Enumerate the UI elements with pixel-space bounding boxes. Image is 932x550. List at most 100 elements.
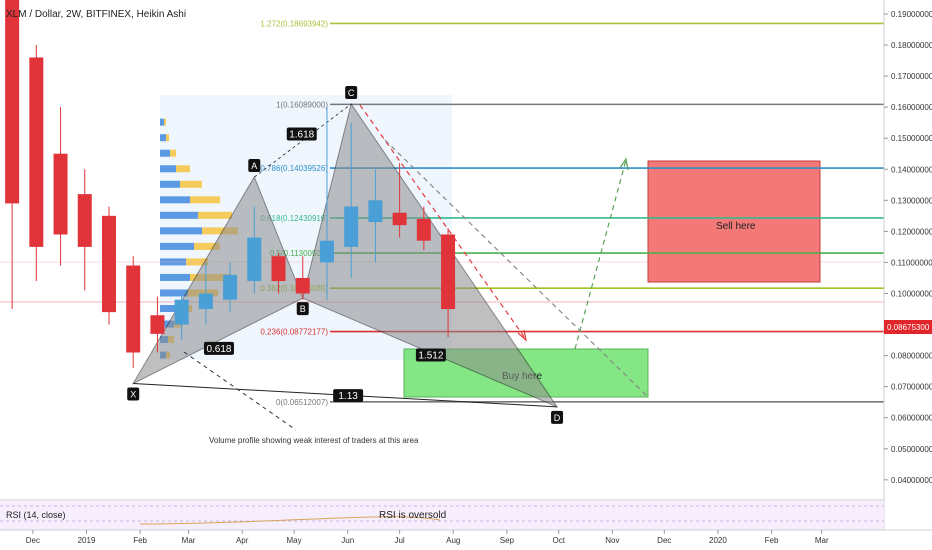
volume-bar-up xyxy=(160,196,190,204)
volume-bar-down xyxy=(180,180,202,188)
rsi-line xyxy=(139,516,441,525)
time-tick-label: 2020 xyxy=(709,536,727,545)
candle-body xyxy=(29,57,44,247)
volume-bar-up xyxy=(160,305,180,313)
volume-bar-up xyxy=(160,227,202,235)
volume-bar-down xyxy=(164,118,166,126)
candle-body xyxy=(174,299,189,325)
time-tick-label: Mar xyxy=(815,536,829,545)
sell-zone-label: Sell here xyxy=(716,221,756,232)
time-tick-label: Feb xyxy=(765,536,779,545)
time-axis[interactable] xyxy=(0,530,932,550)
last-price-label: 0.08675300 xyxy=(887,323,930,332)
arrow-head-icon xyxy=(619,157,629,171)
volume-bar-up xyxy=(160,273,190,281)
candle-body xyxy=(198,293,213,310)
arrow-head-icon xyxy=(517,329,527,342)
candle-body xyxy=(416,218,431,241)
time-tick-label: Jun xyxy=(341,536,354,545)
candle-body xyxy=(101,215,116,313)
candle-body xyxy=(319,240,334,263)
volume-bar-down xyxy=(202,227,238,235)
gray-projection-line xyxy=(384,139,649,398)
price-tick-label: 0.10000000 xyxy=(891,289,932,298)
pattern-point-labels: X A B C D xyxy=(127,86,564,424)
ratio-label: 1.13 xyxy=(338,391,358,402)
fib-level-label: 1(0.16089000) xyxy=(276,100,328,109)
time-tick-label: Dec xyxy=(657,536,671,545)
time-axis-ticks: Dec 2019 Feb Mar Apr May Jun Jul Aug Sep Oct Nov Dec… xyxy=(26,530,829,545)
volume-note: Volume profile showing weak interest of … xyxy=(209,436,419,445)
time-tick-label: Oct xyxy=(553,536,566,545)
price-tick-label: 0.12000000 xyxy=(891,227,932,236)
price-tick-label: 0.08000000 xyxy=(891,352,932,361)
time-tick-label: Jul xyxy=(394,536,404,545)
candle-body xyxy=(247,237,262,282)
candle-body xyxy=(368,200,383,223)
volume-bar-up xyxy=(160,118,164,126)
volume-bar-down xyxy=(176,165,190,173)
ratio-badge xyxy=(333,389,364,403)
time-tick-label: Mar xyxy=(182,536,196,545)
volume-bar-down xyxy=(194,242,220,250)
candle-body xyxy=(5,0,20,204)
candle-body xyxy=(223,274,238,300)
volume-bar-up xyxy=(160,180,180,188)
volume-bar-up xyxy=(160,211,198,219)
annotation-pointer xyxy=(183,351,297,431)
volume-bar-up xyxy=(160,289,188,297)
ratio-label: 0.618 xyxy=(206,344,231,355)
fib-level-label: 0(0.06512007) xyxy=(276,398,328,407)
point-badge xyxy=(248,159,261,173)
fib-level-label: 0.5(0.11300500) xyxy=(270,249,328,258)
point-label: C xyxy=(348,88,355,98)
symbol-label: XLM / Dollar, 2W, BITFINEX, Heikin Ashi xyxy=(6,9,186,20)
candle-body xyxy=(53,153,68,235)
candle-body xyxy=(441,234,456,310)
candle-body xyxy=(150,315,165,334)
fib-level-label: 0.236(0.08772177) xyxy=(260,328,328,337)
time-tick-label: Dec xyxy=(26,536,40,545)
time-tick-label: Nov xyxy=(605,536,619,545)
ratio-badge xyxy=(203,341,234,355)
last-price-marker xyxy=(884,320,932,334)
candle-body xyxy=(271,256,286,282)
price-tick-label: 0.19000000 xyxy=(891,10,932,19)
volume-bar-up xyxy=(160,134,166,142)
rsi-label: RSI (14, close) xyxy=(6,510,66,520)
fib-level-label: 1.272(0.18693942) xyxy=(260,19,328,28)
pattern-triangle-xab[interactable] xyxy=(131,175,304,385)
candle-body xyxy=(344,206,359,247)
price-tick-label: 0.11000000 xyxy=(891,258,932,267)
price-tick-label: 0.15000000 xyxy=(891,134,932,143)
volume-bar-up xyxy=(160,149,170,157)
time-tick-label: Feb xyxy=(133,536,147,545)
point-label: B xyxy=(300,304,306,314)
point-label: D xyxy=(554,413,561,423)
price-tick-label: 0.13000000 xyxy=(891,196,932,205)
ratio-badge xyxy=(286,127,317,141)
candlestick-series xyxy=(5,0,456,369)
ratio-label: 1.512 xyxy=(418,350,443,361)
point-badge xyxy=(296,302,309,316)
pattern-ratios: 1.618 0.618 1.512 1.13 xyxy=(203,127,446,403)
volume-bar-down xyxy=(190,196,220,204)
fibonacci-levels: 1.272(0.18693942) 1(0.16089000) 0.786(0.14… xyxy=(260,19,884,407)
volume-bar-down xyxy=(170,149,176,157)
price-tick-label: 0.06000000 xyxy=(891,414,932,423)
sell-zone[interactable] xyxy=(647,160,821,283)
price-axis[interactable] xyxy=(884,0,932,530)
time-tick-label: Sep xyxy=(500,536,515,545)
time-tick-label: 2019 xyxy=(78,536,96,545)
fib-level-label: 0.618(0.12430916) xyxy=(260,214,328,223)
fib-level-label: 0.786(0.14039526) xyxy=(260,164,328,173)
rsi-pane[interactable] xyxy=(0,501,884,530)
volume-bar-up xyxy=(160,165,176,173)
price-tick-label: 0.18000000 xyxy=(891,41,932,50)
point-label: X xyxy=(130,390,136,400)
point-badge xyxy=(127,387,140,401)
time-tick-label: Aug xyxy=(446,536,460,545)
price-tick-label: 0.07000000 xyxy=(891,383,932,392)
candle-body xyxy=(77,194,92,247)
